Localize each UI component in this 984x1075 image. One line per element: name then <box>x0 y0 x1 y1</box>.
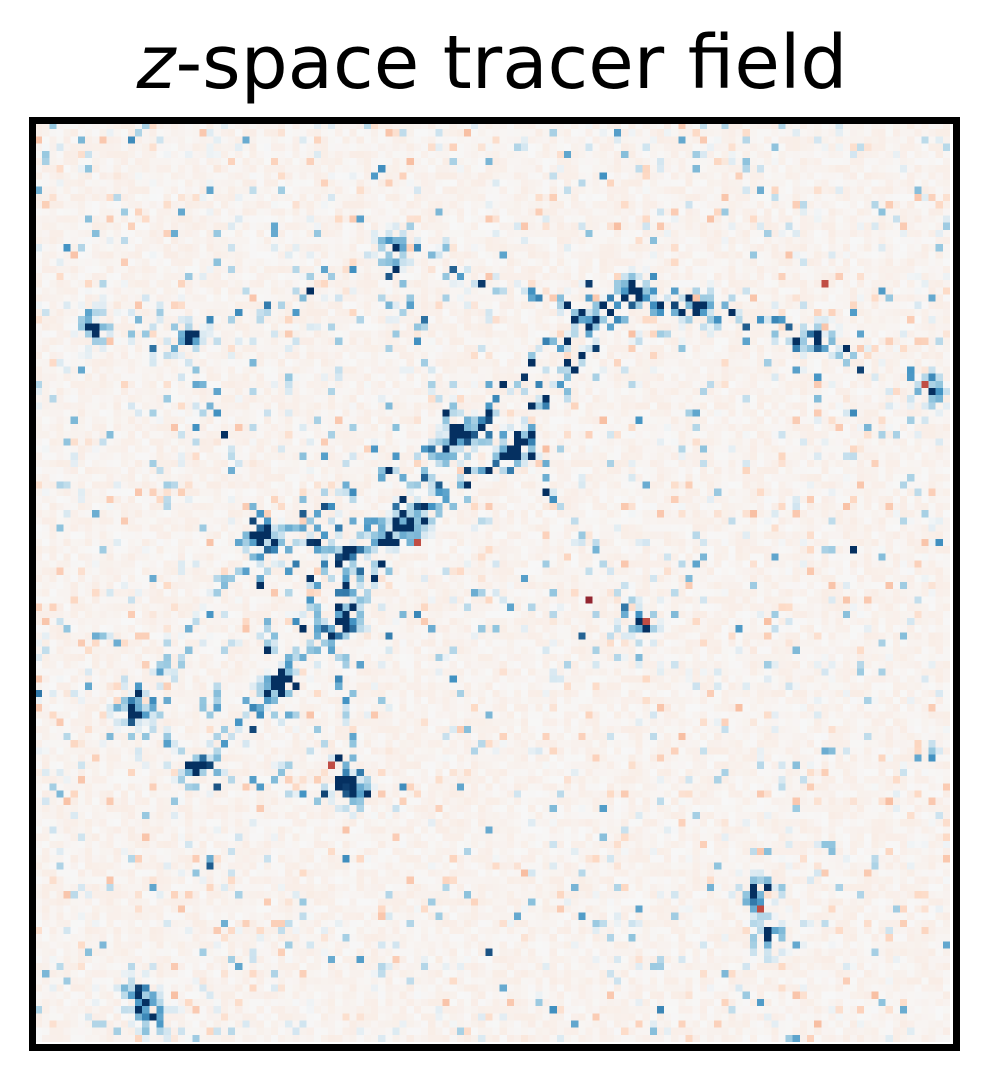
chart-title: z-space tracer field <box>0 18 984 108</box>
chart-title-text: -space tracer field <box>175 20 848 106</box>
axes-frame <box>29 117 960 1051</box>
chart-title-variable: z <box>136 20 176 106</box>
heatmap-image <box>35 122 950 1042</box>
